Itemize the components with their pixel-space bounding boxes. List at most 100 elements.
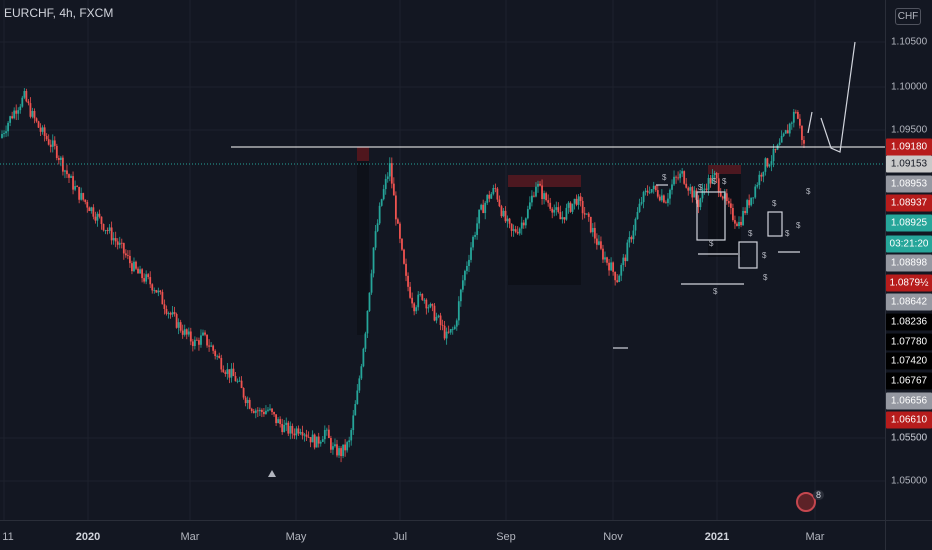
candle-down: [185, 329, 188, 335]
time-tick: Sep: [496, 531, 516, 543]
candle-down: [228, 369, 231, 378]
candle-up: [342, 444, 344, 457]
candle-up: [506, 218, 509, 222]
candle-up: [177, 322, 180, 328]
dollar-marker: $: [785, 229, 790, 238]
candle-up: [70, 176, 72, 178]
candle-up: [236, 380, 239, 382]
candle-down: [786, 130, 789, 134]
candle-down: [545, 193, 548, 201]
candle-up: [457, 301, 460, 321]
dollar-marker: $: [748, 229, 753, 238]
price-level-label: 1.08642: [886, 293, 932, 311]
price-tick: 1.10500: [891, 36, 928, 48]
candle-down: [612, 262, 615, 272]
candle-up: [370, 273, 373, 293]
candle-down: [49, 144, 52, 147]
candle-down: [137, 268, 139, 274]
candle-up: [246, 399, 249, 404]
candle-up: [640, 202, 643, 204]
candle-up: [269, 408, 271, 410]
price-tick: 1.10000: [891, 81, 928, 93]
candle-up: [226, 369, 229, 374]
price-level-label: 1.07780: [886, 333, 932, 351]
dollar-marker: $: [713, 287, 718, 296]
events-badge[interactable]: 8: [796, 489, 826, 515]
candle-up: [31, 110, 34, 117]
candle-up: [193, 339, 196, 347]
currency-button[interactable]: CHF: [895, 8, 921, 25]
candle-down: [173, 312, 176, 314]
candle-up: [642, 192, 645, 203]
price-level-label: 1.06767: [886, 372, 932, 390]
candle-down: [43, 127, 46, 136]
candle-down: [206, 334, 208, 346]
candle-down: [549, 202, 552, 209]
candle-down: [212, 345, 215, 351]
range-zone-may: [357, 147, 369, 335]
candle-down: [37, 121, 40, 128]
candle-up: [348, 440, 351, 443]
candle-down: [222, 369, 225, 373]
candle-down: [508, 218, 511, 224]
candle-down: [736, 223, 738, 227]
price-chart[interactable]: $ $ $ $ $ $ $ $ $ $ $ $ $: [0, 0, 885, 520]
price-axis[interactable]: [885, 0, 932, 520]
candle-down: [92, 207, 95, 217]
candle-up: [267, 409, 269, 411]
structure-box-1: [696, 191, 726, 241]
candle-down: [443, 325, 446, 339]
projection-path-2: [820, 41, 856, 153]
candle-down: [522, 222, 525, 226]
candle-down: [271, 408, 273, 413]
candle-up: [472, 236, 474, 248]
price-level-label: 1.05500: [890, 432, 928, 444]
price-level-label: 1.07420: [886, 352, 932, 370]
candle-down: [240, 380, 243, 389]
candle-up: [356, 390, 359, 405]
candle-up: [762, 171, 765, 177]
candle-up: [455, 320, 458, 327]
candle-up: [419, 293, 422, 295]
candle-up: [104, 230, 107, 231]
candle-down: [131, 263, 133, 272]
candle-down: [439, 315, 442, 325]
symbol-title[interactable]: EURCHF, 4h, FXCM: [4, 6, 114, 20]
candle-up: [17, 110, 20, 114]
dollar-marker: $: [698, 183, 703, 192]
candle-down: [27, 101, 30, 104]
candle-down: [279, 419, 282, 424]
candle-up: [669, 189, 671, 199]
candle-down: [581, 200, 584, 214]
candle-down: [600, 241, 602, 249]
candle-down: [301, 432, 304, 436]
candle-up: [171, 312, 174, 315]
time-axis[interactable]: 11 2020 Mar May Jul Sep Nov 2021 Mar: [0, 520, 885, 550]
candle-down: [488, 194, 491, 199]
candle-down: [705, 188, 708, 190]
candle-up: [636, 211, 639, 220]
candle-up: [3, 133, 5, 135]
candle-up: [772, 148, 775, 162]
candle-up: [384, 178, 387, 190]
candle-down: [734, 220, 736, 224]
drawn-structure[interactable]: [613, 41, 856, 349]
candle-up: [423, 299, 426, 301]
candle-up: [386, 176, 389, 179]
candle-down: [500, 206, 503, 217]
candle-down: [589, 216, 592, 233]
candle-up: [157, 290, 160, 293]
candle-down: [533, 195, 535, 197]
candle-down: [88, 207, 91, 212]
axis-corner: [885, 520, 932, 550]
candle-down: [403, 249, 405, 264]
candle-up: [711, 175, 714, 184]
candle-up: [591, 228, 594, 233]
candle-down: [29, 103, 32, 117]
candle-up: [502, 210, 505, 217]
candle-down: [313, 434, 316, 448]
candle-up: [23, 90, 26, 98]
price-level-label: 1.06656: [886, 392, 932, 410]
candle-down: [801, 125, 803, 141]
candle-down: [155, 290, 158, 293]
